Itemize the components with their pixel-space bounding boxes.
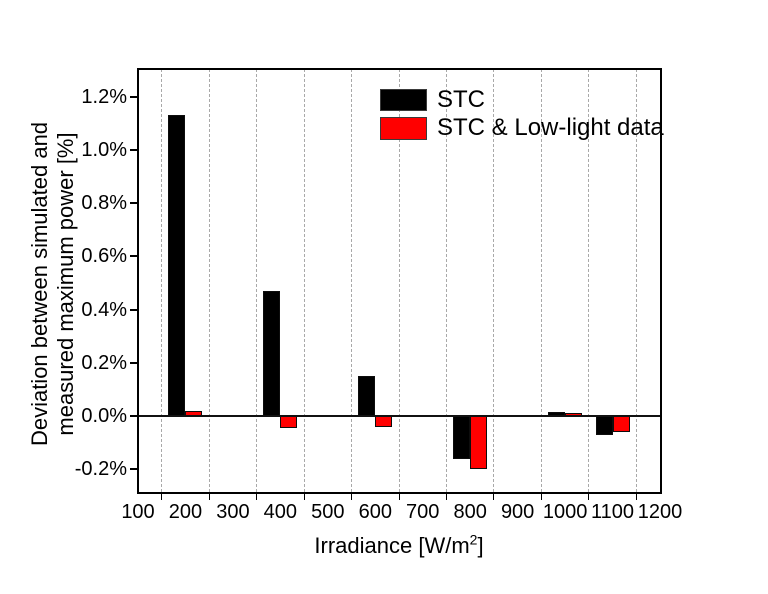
gridline-x-1150 xyxy=(635,69,637,492)
y-axis-title-line1: Deviation between simulated and xyxy=(27,121,52,447)
x-tick-1150 xyxy=(635,494,637,500)
bar-stc-1100 xyxy=(595,416,613,435)
x-tick-label-400: 400 xyxy=(263,501,298,523)
x-axis-title-text: Irradiance [W/m xyxy=(314,533,470,558)
x-axis-title: Irradiance [W/m2] xyxy=(249,533,549,559)
x-tick-label-1200: 1200 xyxy=(637,501,683,523)
gridline-x-650 xyxy=(398,69,400,492)
y-tick--0.2% xyxy=(130,468,137,471)
gridline-x-350 xyxy=(256,69,258,492)
y-tick-label-1.2%: 1.2% xyxy=(81,85,127,108)
legend-label-stc-lowlight: STC & Low-light data xyxy=(437,114,664,141)
x-tick-750 xyxy=(445,494,447,500)
bar-stc-lowlight-600 xyxy=(375,416,393,427)
y-tick-label-0.4%: 0.4% xyxy=(81,298,127,321)
gridline-x-450 xyxy=(303,69,305,492)
x-axis-title-bracket: ] xyxy=(477,533,484,558)
gridline-x-550 xyxy=(351,69,353,492)
x-tick-label-900: 900 xyxy=(500,501,535,523)
gridline-x-1050 xyxy=(588,69,590,492)
gridline-x-150 xyxy=(161,69,163,492)
x-tick-450 xyxy=(303,494,305,500)
x-tick-label-500: 500 xyxy=(311,501,345,523)
y-tick-1.2% xyxy=(130,95,137,98)
x-tick-label-100: 100 xyxy=(121,501,155,523)
x-tick-label-1100: 1100 xyxy=(591,501,635,523)
y-tick-label-0.6%: 0.6% xyxy=(81,245,127,268)
zero-baseline xyxy=(138,415,660,417)
legend-label-stc: STC xyxy=(437,86,485,113)
x-tick-label-1000: 1000 xyxy=(542,501,588,523)
x-tick-label-200: 200 xyxy=(168,501,203,523)
y-tick-label-1.0%: 1.0% xyxy=(81,139,127,161)
x-tick-550 xyxy=(351,494,353,500)
gridline-x-850 xyxy=(493,69,495,492)
x-tick-350 xyxy=(256,494,258,500)
bar-stc-lowlight-400 xyxy=(280,416,298,428)
x-tick-250 xyxy=(208,494,210,500)
y-tick-0.6% xyxy=(130,255,137,258)
bar-stc-400 xyxy=(263,290,281,416)
y-axis-title-line2: measured maximum power [%] xyxy=(53,132,78,436)
bar-stc-lowlight-1100 xyxy=(612,416,630,432)
bar-stc-lowlight-800 xyxy=(470,416,488,470)
x-tick-label-700: 700 xyxy=(406,501,440,523)
gridline-x-750 xyxy=(445,69,447,492)
gridline-x-950 xyxy=(540,69,542,492)
x-tick-850 xyxy=(493,494,495,500)
y-tick-label-0.8%: 0.8% xyxy=(81,192,127,215)
x-tick-label-300: 300 xyxy=(216,501,250,523)
y-tick-0.8% xyxy=(130,202,137,205)
x-tick-1050 xyxy=(588,494,590,500)
x-tick-label-800: 800 xyxy=(453,501,487,523)
bar-stc-600 xyxy=(358,376,376,416)
gridline-x-250 xyxy=(208,69,210,492)
y-tick-1.0% xyxy=(130,149,137,151)
y-axis-title: Deviation between simulated and measured… xyxy=(27,49,79,519)
y-tick-label-0.2%: 0.2% xyxy=(81,351,127,374)
x-tick-650 xyxy=(398,494,400,500)
x-tick-150 xyxy=(161,494,163,500)
y-tick-label--0.2%: -0.2% xyxy=(74,458,127,481)
y-tick-0.2% xyxy=(130,361,137,364)
y-tick-label-0.0%: 0.0% xyxy=(81,405,127,427)
y-tick-0.0% xyxy=(130,415,137,417)
bar-stc-200 xyxy=(168,115,186,416)
x-tick-label-600: 600 xyxy=(358,501,392,523)
legend-swatch-stc-lowlight xyxy=(380,117,427,140)
x-tick-950 xyxy=(540,494,542,500)
x-axis-title-superscript: 2 xyxy=(469,531,478,548)
bar-stc-800 xyxy=(453,416,471,459)
y-tick-0.4% xyxy=(130,308,137,311)
legend-swatch-stc xyxy=(380,89,427,111)
